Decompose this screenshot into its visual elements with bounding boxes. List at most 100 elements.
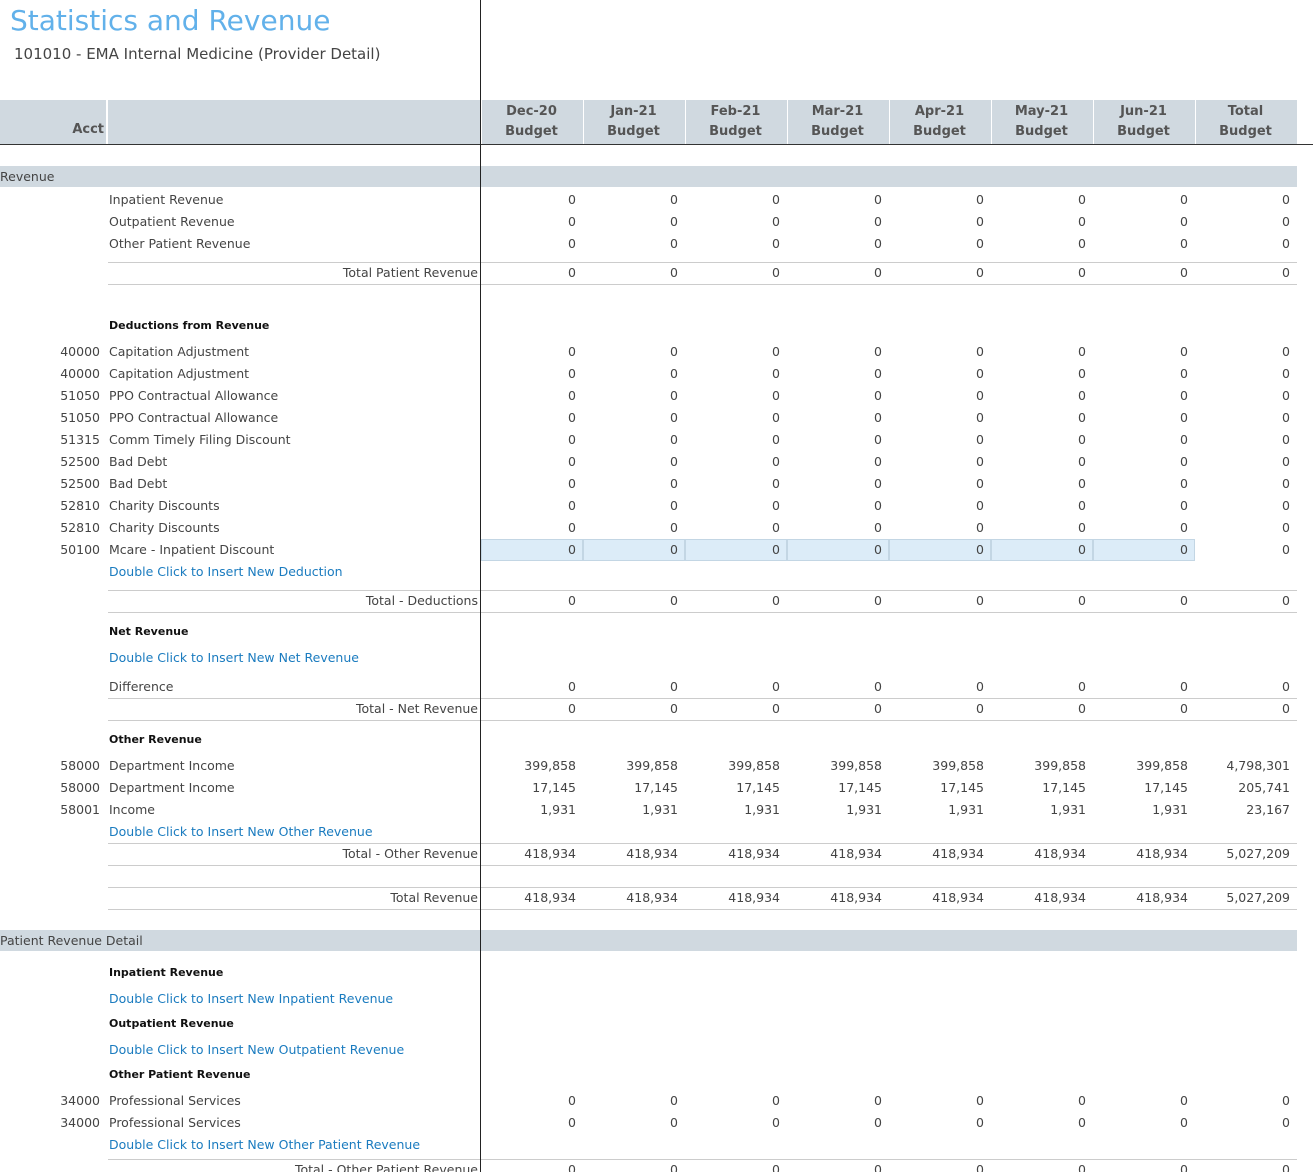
value-cell: 0 [991, 1112, 1086, 1134]
value-cell: 1,931 [991, 799, 1086, 821]
account-number: 51050 [0, 385, 100, 407]
total-label: Total - Net Revenue [108, 698, 478, 720]
value-cell: 0 [991, 363, 1086, 385]
insert-link[interactable]: Double Click to Insert New Deduction [109, 561, 343, 583]
value-cell: 0 [481, 211, 576, 233]
value-cell: 0 [991, 539, 1086, 561]
value-cell: 0 [1093, 539, 1188, 561]
value-cell: 0 [685, 1159, 780, 1172]
value-cell: 0 [787, 517, 882, 539]
value-cell: 0 [583, 189, 678, 211]
value-cell: 0 [481, 698, 576, 720]
column-label: Budget [787, 124, 888, 139]
value-cell: 0 [889, 451, 984, 473]
value-cell: 0 [1195, 211, 1290, 233]
page-title: Statistics and Revenue [10, 4, 330, 37]
value-cell: 399,858 [583, 755, 678, 777]
value-cell: 1,931 [787, 799, 882, 821]
value-cell: 5,027,209 [1195, 887, 1290, 909]
value-cell: 17,145 [685, 777, 780, 799]
column-month: Total [1195, 104, 1296, 119]
value-cell: 0 [787, 363, 882, 385]
value-cell: 0 [685, 407, 780, 429]
page-subtitle: 101010 - EMA Internal Medicine (Provider… [14, 45, 380, 63]
value-cell: 0 [685, 262, 780, 284]
value-cell: 0 [583, 590, 678, 612]
value-cell: 418,934 [889, 843, 984, 865]
value-cell: 399,858 [889, 755, 984, 777]
insert-link[interactable]: Double Click to Insert New Other Revenue [109, 821, 373, 843]
value-cell: 0 [1093, 341, 1188, 363]
value-cell: 0 [1195, 473, 1290, 495]
account-number: 58000 [0, 755, 100, 777]
value-cell: 0 [583, 698, 678, 720]
value-cell: 0 [991, 407, 1086, 429]
value-cell: 0 [787, 211, 882, 233]
value-cell: 0 [787, 451, 882, 473]
section-label: Patient Revenue Detail [0, 930, 143, 952]
column-label: Budget [889, 124, 990, 139]
insert-link[interactable]: Double Click to Insert New Outpatient Re… [109, 1039, 404, 1061]
column-month: Jun-21 [1093, 104, 1194, 119]
value-cell: 0 [583, 262, 678, 284]
account-number: 34000 [0, 1090, 100, 1112]
value-cell: 17,145 [1093, 777, 1188, 799]
column-month: Dec-20 [481, 104, 582, 119]
total-label: Total - Other Revenue [108, 843, 478, 865]
column-label: Budget [481, 124, 582, 139]
value-cell: 23,167 [1195, 799, 1290, 821]
value-cell: 0 [1195, 341, 1290, 363]
value-cell: 0 [889, 676, 984, 698]
value-cell: 0 [1195, 262, 1290, 284]
value-cell: 418,934 [685, 887, 780, 909]
frozen-divider [480, 0, 481, 1172]
value-cell: 0 [481, 429, 576, 451]
group-heading: Other Patient Revenue [109, 1064, 250, 1086]
insert-link[interactable]: Double Click to Insert New Other Patient… [109, 1134, 420, 1156]
value-cell: 0 [1195, 539, 1290, 561]
value-cell: 0 [481, 495, 576, 517]
value-cell: 418,934 [991, 843, 1086, 865]
value-cell: 0 [685, 495, 780, 517]
value-cell: 0 [1093, 495, 1188, 517]
value-cell: 0 [889, 539, 984, 561]
value-cell: 0 [481, 1112, 576, 1134]
value-cell: 0 [1195, 451, 1290, 473]
value-cell: 0 [1195, 189, 1290, 211]
value-cell: 418,934 [889, 887, 984, 909]
value-cell: 0 [685, 1112, 780, 1134]
value-cell: 0 [1093, 1090, 1188, 1112]
value-cell: 0 [991, 698, 1086, 720]
column-month: May-21 [991, 104, 1092, 119]
total-label: Total Patient Revenue [108, 262, 478, 284]
header-separator [106, 100, 108, 144]
value-cell: 0 [481, 517, 576, 539]
account-name: Department Income [109, 777, 235, 799]
value-cell: 0 [787, 539, 882, 561]
value-cell: 418,934 [1093, 843, 1188, 865]
value-cell: 0 [787, 1112, 882, 1134]
value-cell: 0 [787, 1159, 882, 1172]
value-cell: 0 [889, 473, 984, 495]
value-cell: 5,027,209 [1195, 843, 1290, 865]
value-cell: 0 [685, 385, 780, 407]
value-cell: 0 [685, 233, 780, 255]
insert-link[interactable]: Double Click to Insert New Inpatient Rev… [109, 988, 393, 1010]
group-heading: Outpatient Revenue [109, 1013, 234, 1035]
value-cell: 418,934 [787, 887, 882, 909]
column-month: Mar-21 [787, 104, 888, 119]
account-name: PPO Contractual Allowance [109, 385, 278, 407]
total-rule [108, 909, 1297, 910]
account-name: PPO Contractual Allowance [109, 407, 278, 429]
value-cell: 0 [685, 517, 780, 539]
value-cell: 0 [481, 262, 576, 284]
account-name: Other Patient Revenue [109, 233, 250, 255]
insert-link[interactable]: Double Click to Insert New Net Revenue [109, 647, 359, 669]
value-cell: 0 [583, 495, 678, 517]
column-month: Apr-21 [889, 104, 990, 119]
value-cell: 0 [1093, 676, 1188, 698]
value-cell: 1,931 [685, 799, 780, 821]
account-name: Capitation Adjustment [109, 363, 249, 385]
value-cell: 0 [1093, 698, 1188, 720]
value-cell: 0 [787, 495, 882, 517]
